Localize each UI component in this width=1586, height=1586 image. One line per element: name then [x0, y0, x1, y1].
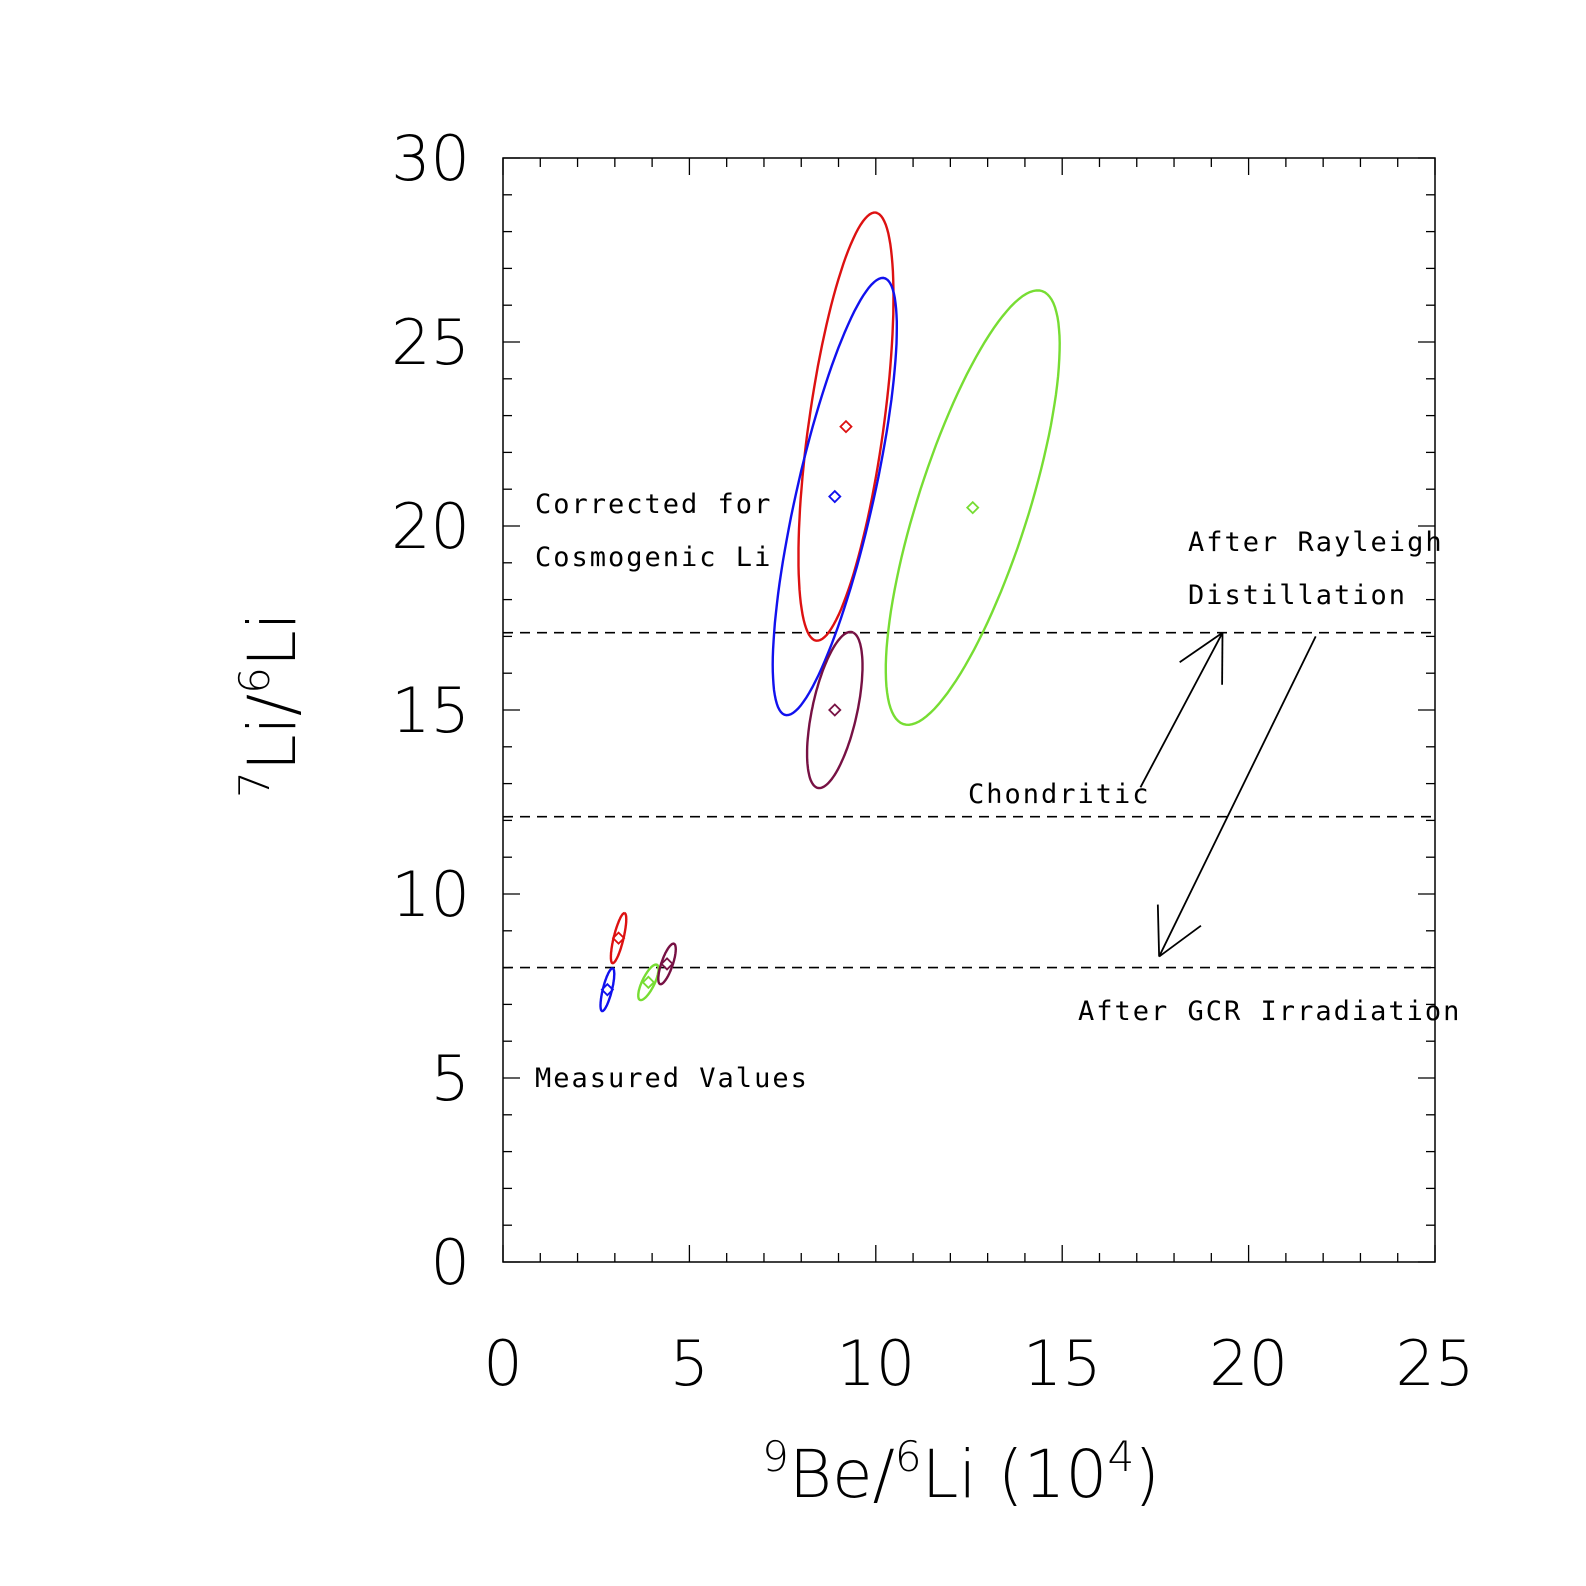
y-tick-label: 30 [391, 122, 470, 195]
markers [600, 419, 980, 997]
y-tick-label: 25 [391, 306, 470, 379]
annotation-chondritic: Chondritic [968, 779, 1151, 810]
ellipses [599, 211, 1061, 1013]
corrected-point [828, 703, 842, 717]
arrow-head [1156, 904, 1161, 957]
annotation-gcr: After GCR Irradiation [1078, 996, 1461, 1027]
error-ellipse [771, 276, 898, 717]
tick-labels: 0 5 10 15 20 25 0 5 10 15 20 25 30 [391, 122, 1474, 1400]
axis-ticks [502, 157, 1436, 1263]
y-tick-label: 20 [391, 490, 470, 563]
y-tick-label: 0 [431, 1226, 470, 1299]
corrected-point [839, 419, 853, 434]
arrow-head [1179, 631, 1224, 663]
error-ellipse [637, 963, 660, 1002]
corrected-point [828, 489, 842, 504]
arrows [1139, 631, 1317, 958]
error-ellipse [599, 967, 616, 1013]
x-axis-title: 9Be/6Li (104) [762, 1432, 1160, 1513]
error-ellipse [657, 942, 677, 986]
error-ellipse [609, 911, 628, 965]
error-ellipse [797, 211, 895, 642]
y-tick-label: 15 [391, 674, 470, 747]
measured-point [641, 975, 656, 990]
x-tick-label: 15 [1023, 1327, 1102, 1400]
error-ellipse [884, 289, 1061, 727]
x-tick-label: 25 [1396, 1327, 1475, 1400]
annotation-measured: Measured Values [535, 1063, 809, 1094]
arrow-shaft [1158, 636, 1317, 957]
y-tick-label: 5 [431, 1042, 470, 1115]
corrected-point [965, 500, 980, 515]
measured-point [660, 957, 674, 971]
annotation-corrected-line1: Corrected for [535, 489, 772, 520]
annotation-corrected-line2: Cosmogenic Li [535, 542, 772, 573]
plot-frame [502, 157, 1436, 1263]
x-tick-label: 0 [483, 1327, 522, 1400]
arrow-shaft [1139, 632, 1224, 788]
x-tick-label: 5 [670, 1327, 709, 1400]
y-tick-label: 10 [391, 858, 470, 931]
y-axis-title: 7Li/6Li [230, 612, 311, 798]
error-ellipse [805, 630, 864, 790]
annotation-rayleigh-line2: Distillation [1188, 580, 1407, 611]
arrow-to-rayleigh [1139, 631, 1224, 788]
measured-point [611, 931, 626, 945]
annotation-rayleigh-line1: After Rayleigh [1188, 527, 1444, 558]
x-tick-label: 20 [1209, 1327, 1288, 1400]
arrow-head [1158, 924, 1202, 958]
arrow-to-gcr [1156, 636, 1317, 958]
measured-point [600, 982, 615, 997]
x-tick-label: 10 [836, 1327, 915, 1400]
